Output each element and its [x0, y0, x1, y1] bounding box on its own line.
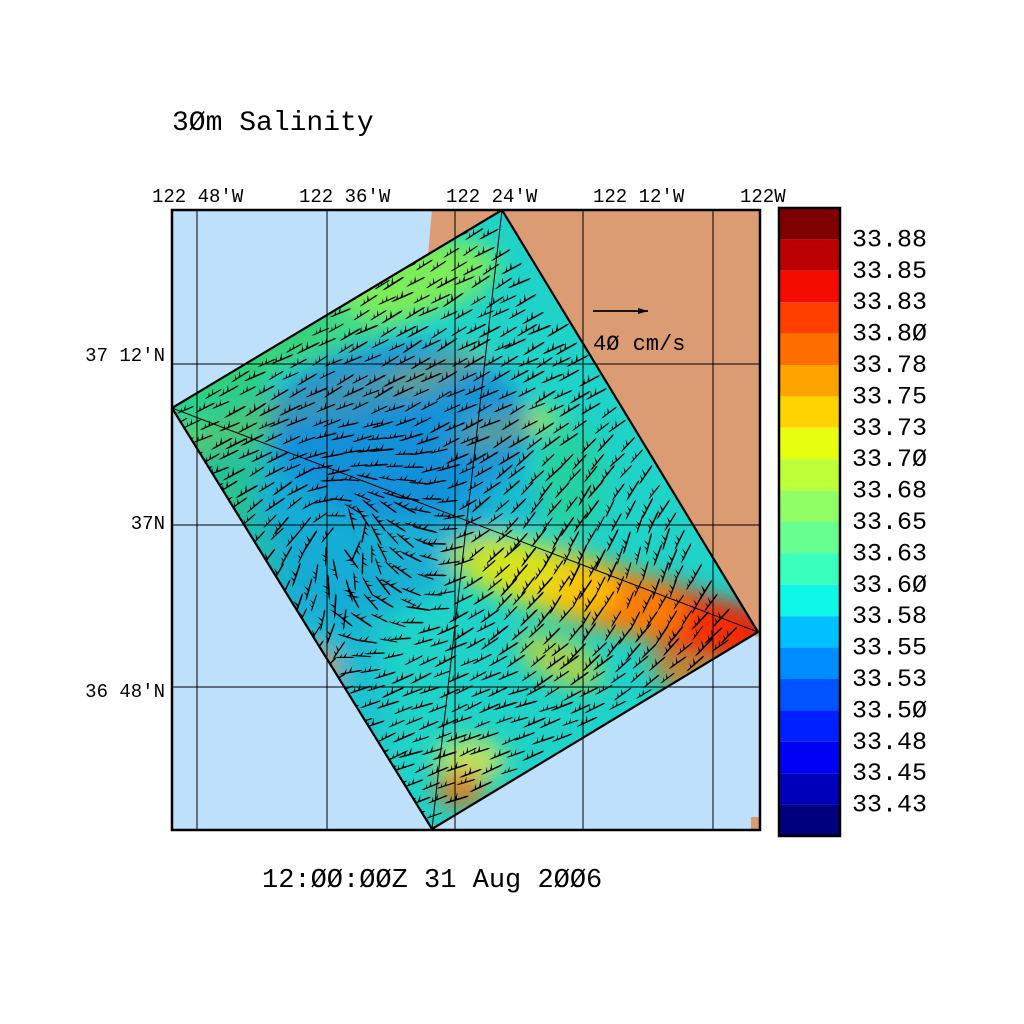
svg-text:122 36'W: 122 36'W: [299, 186, 391, 208]
svg-text:33.65: 33.65: [852, 508, 927, 537]
svg-text:33.55: 33.55: [852, 634, 927, 663]
svg-text:122 48'W: 122 48'W: [152, 186, 244, 208]
svg-text:33.68: 33.68: [852, 477, 927, 506]
svg-text:37N: 37N: [131, 513, 165, 535]
svg-text:33.58: 33.58: [852, 602, 927, 631]
svg-text:122W: 122W: [740, 186, 786, 208]
svg-text:33.45: 33.45: [852, 759, 927, 788]
svg-text:33.75: 33.75: [852, 382, 927, 411]
svg-text:33.8Ø: 33.8Ø: [852, 320, 927, 349]
svg-text:33.48: 33.48: [852, 728, 927, 757]
svg-text:33.78: 33.78: [852, 351, 927, 380]
svg-text:36 48'N: 36 48'N: [85, 681, 165, 703]
svg-text:4Ø cm/s: 4Ø cm/s: [593, 332, 685, 357]
svg-text:33.88: 33.88: [852, 225, 927, 254]
svg-text:33.85: 33.85: [852, 257, 927, 286]
svg-text:12:ØØ:ØØZ 31 Aug 2ØØ6: 12:ØØ:ØØZ 31 Aug 2ØØ6: [262, 866, 602, 896]
svg-text:33.43: 33.43: [852, 791, 927, 820]
svg-text:3Øm Salinity: 3Øm Salinity: [172, 108, 374, 139]
svg-text:33.73: 33.73: [852, 414, 927, 443]
svg-text:37 12'N: 37 12'N: [85, 345, 165, 367]
svg-text:33.83: 33.83: [852, 288, 927, 317]
svg-text:33.63: 33.63: [852, 539, 927, 568]
svg-text:33.5Ø: 33.5Ø: [852, 696, 927, 725]
svg-text:33.7Ø: 33.7Ø: [852, 445, 927, 474]
svg-text:33.53: 33.53: [852, 665, 927, 694]
svg-text:122 24'W: 122 24'W: [446, 186, 538, 208]
svg-text:122 12'W: 122 12'W: [593, 186, 685, 208]
svg-text:33.6Ø: 33.6Ø: [852, 571, 927, 600]
